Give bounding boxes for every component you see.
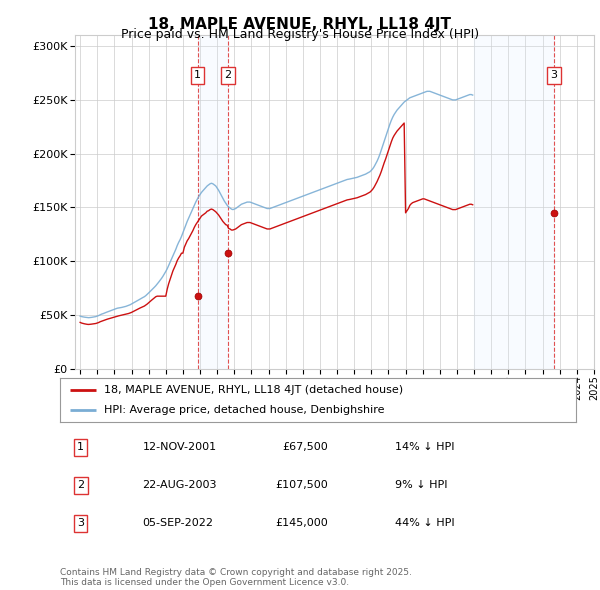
Text: Contains HM Land Registry data © Crown copyright and database right 2025.
This d: Contains HM Land Registry data © Crown c… — [60, 568, 412, 587]
Text: Price paid vs. HM Land Registry's House Price Index (HPI): Price paid vs. HM Land Registry's House … — [121, 28, 479, 41]
Text: 14% ↓ HPI: 14% ↓ HPI — [395, 442, 455, 453]
Text: 3: 3 — [77, 518, 84, 528]
Text: £107,500: £107,500 — [275, 480, 328, 490]
Text: 2: 2 — [77, 480, 84, 490]
Text: 22-AUG-2003: 22-AUG-2003 — [143, 480, 217, 490]
Text: 44% ↓ HPI: 44% ↓ HPI — [395, 518, 455, 528]
Text: 3: 3 — [551, 70, 557, 80]
Text: £67,500: £67,500 — [283, 442, 328, 453]
Text: 1: 1 — [77, 442, 84, 453]
Text: 05-SEP-2022: 05-SEP-2022 — [143, 518, 214, 528]
Text: 18, MAPLE AVENUE, RHYL, LL18 4JT: 18, MAPLE AVENUE, RHYL, LL18 4JT — [149, 17, 452, 31]
Text: 18, MAPLE AVENUE, RHYL, LL18 4JT (detached house): 18, MAPLE AVENUE, RHYL, LL18 4JT (detach… — [104, 385, 403, 395]
Text: 2: 2 — [224, 70, 232, 80]
Bar — [198, 35, 228, 369]
Text: 9% ↓ HPI: 9% ↓ HPI — [395, 480, 448, 490]
Text: 12-NOV-2001: 12-NOV-2001 — [143, 442, 217, 453]
Bar — [475, 35, 554, 369]
Text: 1: 1 — [194, 70, 202, 80]
Text: HPI: Average price, detached house, Denbighshire: HPI: Average price, detached house, Denb… — [104, 405, 385, 415]
Text: £145,000: £145,000 — [275, 518, 328, 528]
